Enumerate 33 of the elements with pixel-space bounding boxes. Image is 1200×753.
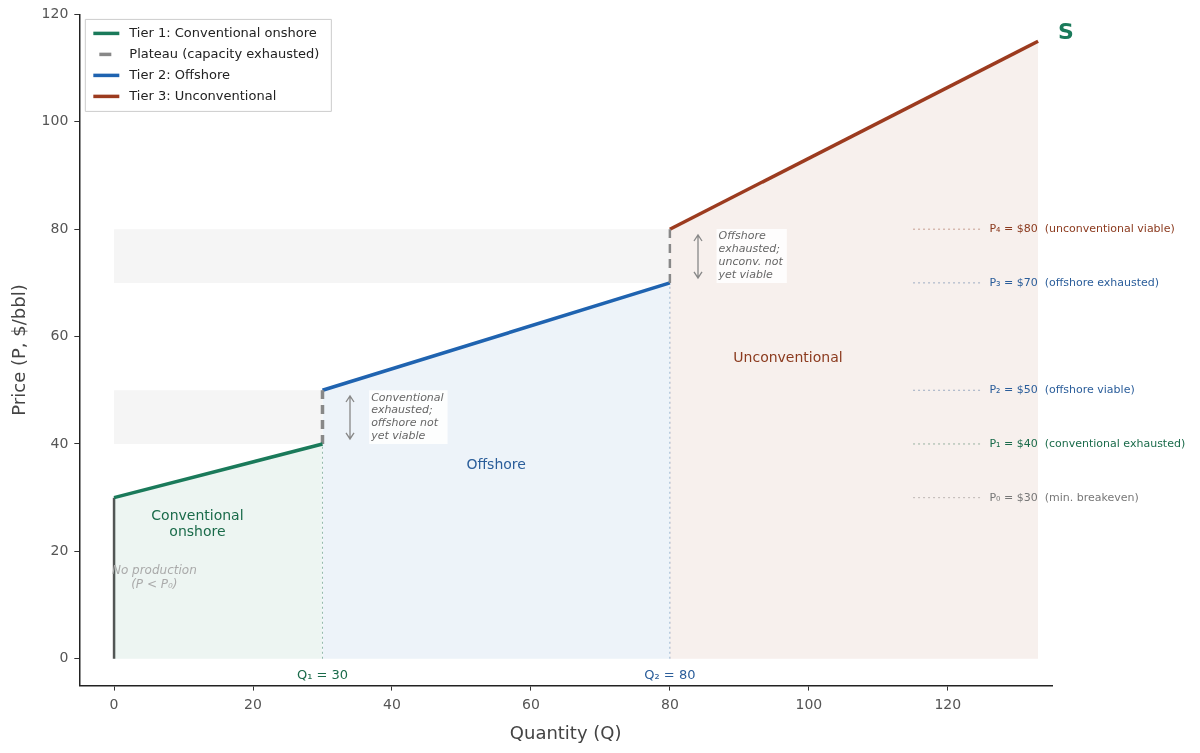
y-tick-label: 20 bbox=[50, 542, 69, 558]
y-tick-label: 80 bbox=[50, 219, 69, 236]
ref-line-label: P₃ = $70 (offshore exhausted) bbox=[989, 275, 1160, 289]
y-tick-label: 40 bbox=[50, 434, 69, 451]
x-tick-label: 20 bbox=[244, 695, 262, 712]
annotation: Conventional exhausted; offshore not yet viable bbox=[370, 390, 444, 443]
annotation: Offshore bbox=[466, 456, 526, 473]
legend-label: Tier 3: Unconventional bbox=[128, 87, 277, 103]
legend-label: Tier 2: Offshore bbox=[128, 66, 230, 82]
legend-label: Plateau (capacity exhausted) bbox=[129, 45, 320, 61]
y-tick-label: 100 bbox=[41, 112, 69, 129]
ref-line-label: P₀ = $30 (min. breakeven) bbox=[989, 490, 1139, 504]
annotation: Unconventional bbox=[733, 348, 843, 365]
x-tick-label: 120 bbox=[934, 695, 962, 712]
x-tick-label: 0 bbox=[109, 695, 119, 712]
ref-line-label: P₂ = $50 (offshore viable) bbox=[989, 383, 1135, 397]
x-tick-label: 40 bbox=[383, 695, 401, 712]
ref-line-label: Q₁ = 30 bbox=[296, 666, 349, 682]
ref-line-label: Q₂ = 80 bbox=[644, 666, 696, 682]
annotation: Offshore exhausted; unconv. not yet viable bbox=[717, 229, 784, 282]
x-tick-label: 60 bbox=[522, 695, 540, 712]
y-tick-label: 0 bbox=[59, 649, 69, 666]
y-tick-label: 60 bbox=[50, 327, 69, 344]
x-axis-title: Quantity (Q) bbox=[509, 721, 622, 743]
x-tick-label: 80 bbox=[660, 695, 679, 712]
legend-label: Tier 1: Conventional onshore bbox=[128, 24, 317, 40]
ref-line-label: P₁ = $40 (conventional exhausted) bbox=[989, 436, 1186, 450]
text: S bbox=[1058, 18, 1074, 44]
y-axis-title: Price (P, $/bbl) bbox=[8, 284, 30, 416]
y-tick-label: 120 bbox=[41, 5, 69, 22]
x-tick-label: 100 bbox=[795, 695, 823, 712]
annotation: Conventional onshore bbox=[151, 506, 244, 540]
ref-line-label: P₄ = $80 (unconventional viable) bbox=[989, 222, 1175, 236]
